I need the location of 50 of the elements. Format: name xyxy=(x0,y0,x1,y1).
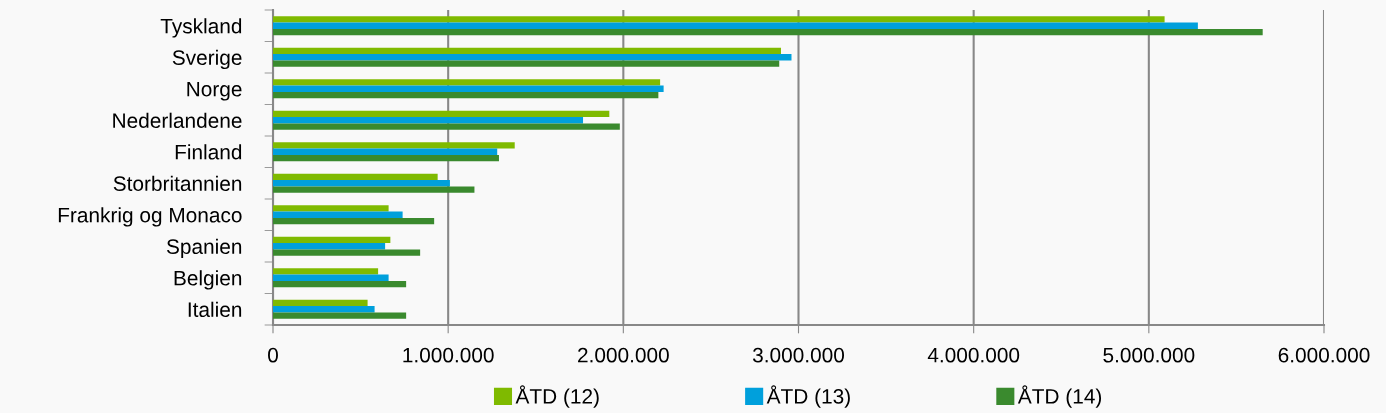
bar xyxy=(273,47,781,55)
x-tick-label: 4.000.000 xyxy=(927,347,1020,363)
x-tick-label: 6.000.000 xyxy=(1278,347,1370,363)
legend-label: ÅTD (13) xyxy=(766,385,850,408)
x-tick-label: 2.000.000 xyxy=(578,347,669,363)
y-tick-label: Spanien xyxy=(166,238,242,259)
bar xyxy=(273,180,450,187)
bar xyxy=(273,274,389,281)
bar xyxy=(273,236,391,244)
bar xyxy=(273,243,386,250)
legend-label: ÅTD (14) xyxy=(1017,385,1102,408)
bar xyxy=(273,299,368,307)
y-tick-label: Italien xyxy=(188,301,242,317)
bar xyxy=(273,280,407,288)
bar xyxy=(273,268,379,275)
bar xyxy=(273,217,435,225)
y-tick-label: Nederlandene xyxy=(113,112,242,128)
y-tick-label: Finland xyxy=(175,144,242,160)
bar xyxy=(273,123,620,130)
bar xyxy=(273,16,1165,23)
bar xyxy=(273,117,584,124)
bar xyxy=(273,85,664,92)
y-tick-label: Tyskland xyxy=(160,18,242,38)
y-tick-label: Norge xyxy=(187,81,242,101)
bar xyxy=(273,249,421,256)
bar xyxy=(273,312,407,319)
bar xyxy=(273,306,375,313)
y-tick-label: Sverige xyxy=(172,49,242,70)
bar xyxy=(273,211,403,218)
x-tick-label: 0 xyxy=(268,347,278,363)
bar xyxy=(273,22,1198,29)
bar xyxy=(273,28,1263,36)
bar xyxy=(273,205,389,212)
y-tick-label: Belgien xyxy=(174,270,242,290)
bar xyxy=(273,186,475,193)
bar xyxy=(273,110,610,118)
x-tick-label: 3.000.000 xyxy=(752,347,845,363)
bar xyxy=(273,154,499,162)
x-tick-label: 5.000.000 xyxy=(1103,347,1195,363)
bar xyxy=(273,142,515,149)
bar xyxy=(273,148,498,155)
y-tick-label: Frankrig og Monaco xyxy=(58,207,242,227)
bar xyxy=(273,54,792,61)
bar xyxy=(273,60,780,67)
bar xyxy=(273,79,661,86)
y-tick-label: Storbritannien xyxy=(113,175,242,191)
legend-label: ÅTD (12) xyxy=(515,385,599,408)
bar xyxy=(273,173,438,181)
x-tick-label: 1.000.000 xyxy=(403,347,494,363)
bar xyxy=(273,91,659,99)
